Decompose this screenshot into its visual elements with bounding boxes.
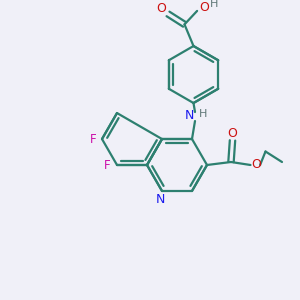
Text: N: N (185, 109, 194, 122)
Text: O: O (157, 2, 166, 15)
Text: O: O (252, 158, 261, 172)
Text: O: O (199, 2, 208, 14)
Text: N: N (156, 193, 165, 206)
Text: F: F (90, 133, 96, 146)
Text: H: H (199, 110, 208, 119)
Text: H: H (209, 0, 218, 9)
Text: O: O (228, 127, 237, 140)
Text: F: F (104, 158, 111, 172)
